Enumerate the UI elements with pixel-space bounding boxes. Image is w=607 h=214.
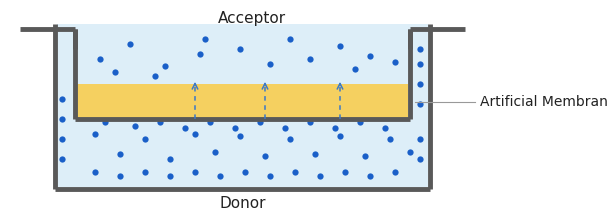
- Text: Acceptor: Acceptor: [218, 10, 286, 25]
- Text: Artificial Membrane: Artificial Membrane: [480, 95, 607, 109]
- Bar: [76, 84, 409, 119]
- Text: Donor: Donor: [220, 196, 266, 211]
- Bar: [56, 24, 429, 187]
- Bar: [76, 29, 409, 84]
